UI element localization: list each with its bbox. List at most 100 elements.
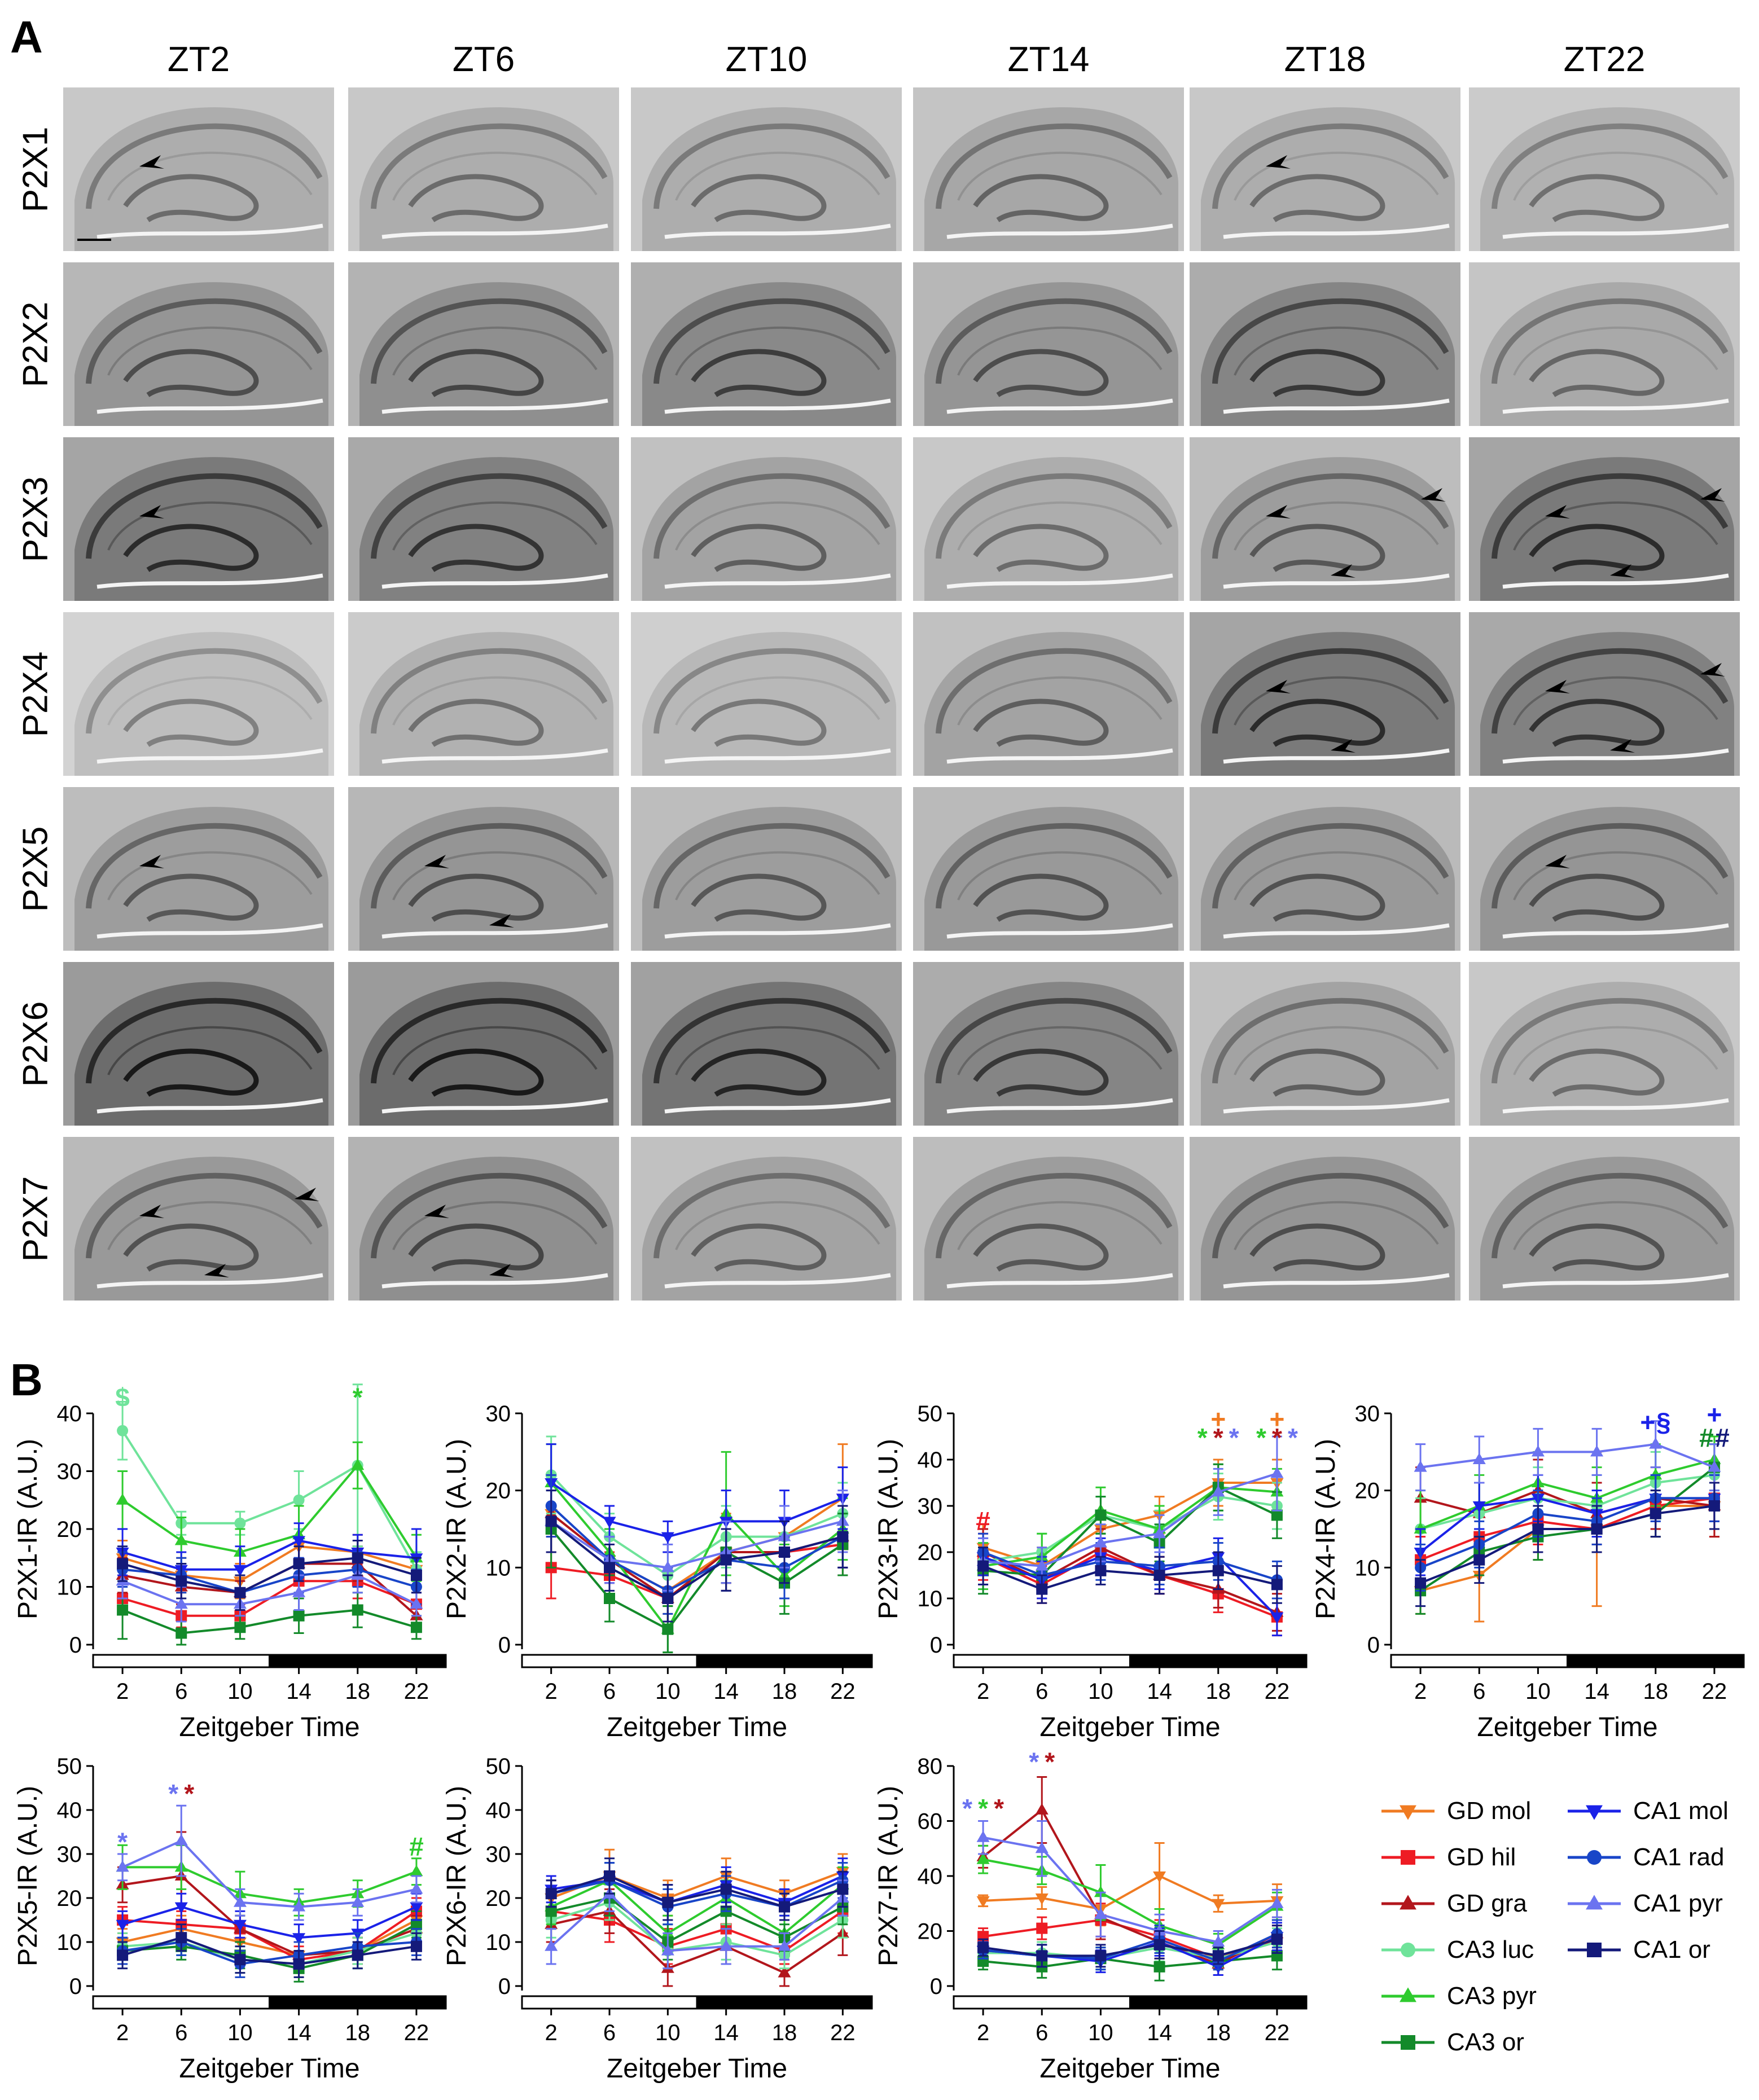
significance-mark: * [1029,1747,1039,1776]
data-point [1414,1460,1427,1472]
y-tick-label: 50 [57,1754,82,1779]
data-point [410,1902,423,1914]
y-tick-label: 40 [57,1402,82,1426]
x-tick-label: 6 [1036,1679,1048,1704]
data-point [410,1918,422,1930]
data-point [116,1919,129,1931]
series-ca1-or [1415,1482,1720,1607]
series-ca1-rad [977,1532,1283,1600]
x-tick-label: 2 [977,1679,989,1704]
x-tick-label: 6 [1036,2020,1048,2045]
data-point [1094,1536,1107,1548]
data-point [1094,1908,1107,1919]
data-point [174,1902,188,1914]
significance-mark: # [976,1506,990,1536]
data-point [1587,1850,1602,1865]
data-point [977,1941,989,1953]
series-line [122,1905,417,1939]
legend-item: CA3 pyr [1377,1979,1537,2013]
data-point [352,1552,363,1564]
data-point [1650,1508,1661,1519]
arrow-icon [1545,505,1570,519]
legend-label: CA1 pyr [1633,1890,1723,1917]
x-tick-label: 22 [1702,1679,1727,1704]
data-point [604,1870,615,1882]
chart-7: 0 20 40 60 80 2 6 10 14 18 22 Zeitgeber Time P2X7-IR… [874,1747,1308,2084]
series-line [982,1565,1278,1591]
arrow-icon [489,1264,514,1277]
series-line [122,1574,417,1606]
chart-5: 0 10 20 30 40 50 2 6 10 14 18 22 Zeitgeber Time P2X5-… [13,1754,447,2084]
row-header: P2X5 [11,787,59,951]
series-line [1420,1443,1715,1469]
data-point [233,1565,247,1576]
series-ca1-or [977,1925,1283,1968]
series-line [982,1874,1278,1910]
data-point [662,1896,674,1908]
legend-item: CA1 rad [1563,1840,1724,1874]
significance-mark: * [1213,1423,1223,1452]
data-point [1153,1924,1166,1936]
series-line [550,1474,844,1577]
data-point [603,1517,616,1528]
data-point [234,1622,246,1633]
data-point [351,1895,365,1907]
chart-2: 0 10 20 30 2 6 10 14 18 22 Zeitgeber Time P2X2-IR (… [442,1402,873,1742]
significance-mark: * [353,1382,363,1412]
series-line [1420,1474,1715,1530]
series-line [122,1557,417,1594]
light-phase-bar [521,1995,698,2010]
legend-item: CA1 mol [1563,1794,1729,1828]
data-point [117,1949,129,1961]
data-point [604,1593,615,1604]
x-tick-label: 10 [655,1679,681,1704]
series-ca1-or [977,1547,1283,1604]
series-ca3-or [545,1490,849,1654]
series-line [122,1609,417,1635]
legend-item: CA3 luc [1377,1933,1534,1967]
legend-item: GD mol [1377,1794,1531,1828]
micrograph [913,1137,1184,1301]
series-line [550,1482,844,1632]
data-point [1035,1893,1049,1905]
y-tick-label: 30 [57,1842,82,1867]
row-header: P2X1 [11,87,59,251]
chart-6: 0 10 20 30 40 50 2 6 10 14 18 22 Zeitgeber Time P2X6-… [442,1754,873,2084]
arrow-icon [1545,680,1570,693]
arrow-icon [424,1205,449,1218]
x-tick-label: 18 [772,2020,797,2045]
micrograph [63,612,334,776]
data-point [1586,1895,1603,1910]
data-point [1036,1583,1048,1595]
y-tick-label: 20 [486,1479,511,1504]
micrograph [1469,1137,1740,1301]
series-ca3-pyr [976,1844,1284,1957]
data-point [1414,1522,1427,1534]
micrograph [1190,612,1460,776]
micrograph [913,437,1184,601]
x-tick-label: 6 [175,1679,187,1704]
data-point [977,1560,989,1572]
series-line [982,1808,1278,1966]
data-point [174,1534,188,1545]
significance-mark: * [962,1794,972,1823]
data-point [1153,1570,1165,1581]
series-line [550,1505,844,1592]
y-axis-label: P2X3-IR (A.U.) [874,1439,903,1619]
micrograph [1190,1137,1460,1301]
data-point [233,1919,247,1931]
y-tick-label: 0 [69,1974,82,1999]
series-ca1-pyr [116,1804,423,1921]
data-point [1472,1501,1486,1513]
x-axis-label: Zeitgeber Time [1039,1712,1220,1742]
data-point [661,1561,674,1572]
data-point [661,1944,674,1956]
dark-phase-bar [1129,1654,1308,1668]
legend-item: CA1 pyr [1563,1887,1723,1921]
significance-mark: * [1197,1423,1208,1452]
light-phase-bar [953,1654,1131,1668]
x-axis-label: Zeitgeber Time [607,2054,787,2084]
data-point [351,1458,365,1470]
series-line [122,1539,417,1571]
y-tick-label: 10 [57,1575,82,1600]
